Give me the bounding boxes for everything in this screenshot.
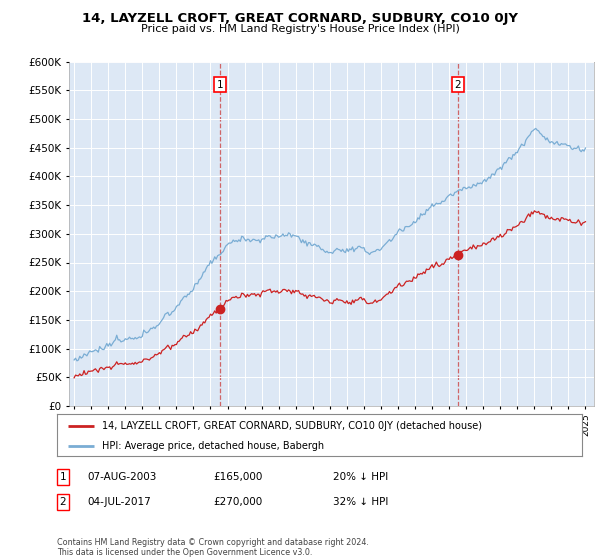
Text: 14, LAYZELL CROFT, GREAT CORNARD, SUDBURY, CO10 0JY: 14, LAYZELL CROFT, GREAT CORNARD, SUDBUR…: [82, 12, 518, 25]
Text: 1: 1: [59, 472, 67, 482]
Text: 07-AUG-2003: 07-AUG-2003: [87, 472, 157, 482]
Text: 32% ↓ HPI: 32% ↓ HPI: [333, 497, 388, 507]
Text: £270,000: £270,000: [213, 497, 262, 507]
Text: 20% ↓ HPI: 20% ↓ HPI: [333, 472, 388, 482]
Text: Contains HM Land Registry data © Crown copyright and database right 2024.
This d: Contains HM Land Registry data © Crown c…: [57, 538, 369, 557]
Text: 14, LAYZELL CROFT, GREAT CORNARD, SUDBURY, CO10 0JY (detached house): 14, LAYZELL CROFT, GREAT CORNARD, SUDBUR…: [101, 421, 482, 431]
Text: 04-JUL-2017: 04-JUL-2017: [87, 497, 151, 507]
Text: 1: 1: [217, 80, 224, 90]
Text: HPI: Average price, detached house, Babergh: HPI: Average price, detached house, Babe…: [101, 441, 324, 451]
Text: £165,000: £165,000: [213, 472, 262, 482]
Text: Price paid vs. HM Land Registry's House Price Index (HPI): Price paid vs. HM Land Registry's House …: [140, 24, 460, 34]
Text: 2: 2: [59, 497, 67, 507]
Text: 2: 2: [454, 80, 461, 90]
